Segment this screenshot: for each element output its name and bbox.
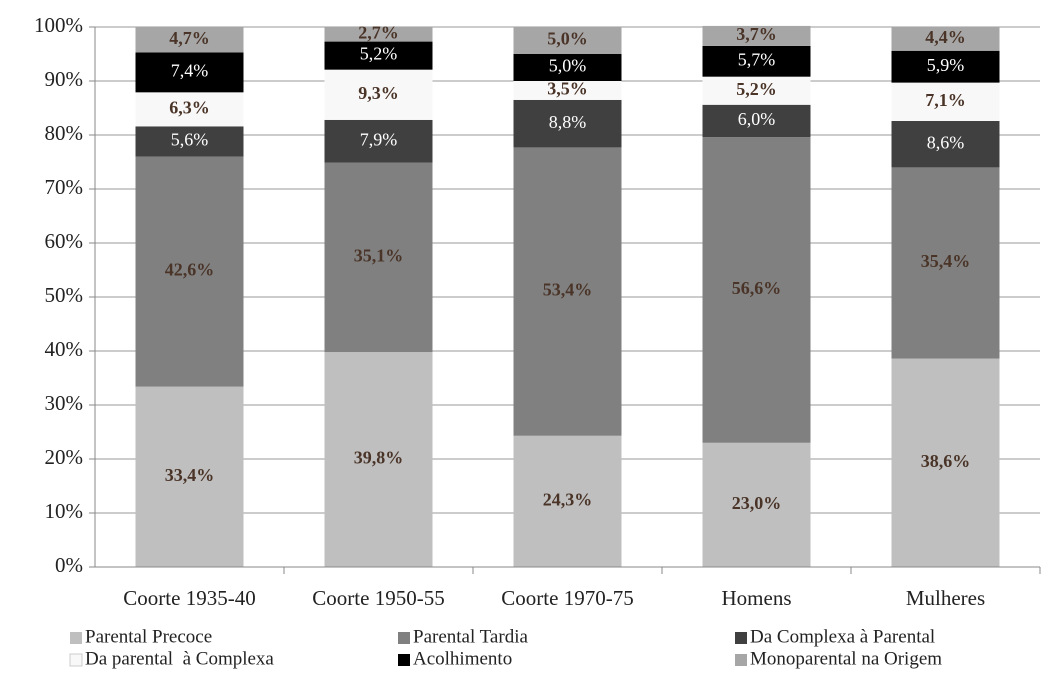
- y-tick-label: 0%: [55, 553, 83, 577]
- data-label: 2,7%: [358, 22, 399, 42]
- legend-swatch: [70, 632, 82, 644]
- legend-swatch: [398, 632, 410, 644]
- data-label: 7,4%: [171, 60, 209, 80]
- bar-segment: [891, 120, 1000, 168]
- data-label: 42,6%: [165, 260, 215, 280]
- y-tick-label: 90%: [45, 67, 84, 91]
- data-label: 35,4%: [921, 251, 971, 271]
- data-label: 9,3%: [358, 83, 399, 103]
- data-label: 56,6%: [732, 278, 782, 298]
- bar-segment: [324, 162, 433, 353]
- bar-segment: [702, 25, 811, 46]
- data-label: 33,4%: [165, 465, 215, 485]
- bar-segment: [135, 156, 244, 387]
- bar-segment: [891, 50, 1000, 83]
- y-tick-label: 40%: [45, 337, 84, 361]
- x-tick-label: Homens: [722, 586, 792, 610]
- data-label: 5,2%: [360, 44, 398, 64]
- data-label: 5,2%: [736, 79, 777, 99]
- legend-swatch: [398, 654, 410, 666]
- bar-segment: [702, 137, 811, 443]
- x-tick-label: Mulheres: [906, 586, 985, 610]
- bar-segment: [702, 104, 811, 138]
- bar-segment: [513, 27, 622, 54]
- bar-segment: [891, 358, 1000, 567]
- legend-label: Acolhimento: [413, 648, 512, 669]
- bar-segment: [513, 435, 622, 567]
- x-tick-label: Coorte 1950-55: [312, 586, 444, 610]
- data-label: 6,3%: [169, 97, 210, 117]
- bar-segment: [135, 92, 244, 127]
- bar-segment: [324, 69, 433, 120]
- y-tick-label: 30%: [45, 391, 84, 415]
- x-tick-label: Coorte 1935-40: [123, 586, 255, 610]
- data-label: 4,7%: [169, 28, 210, 48]
- bar-segment: [324, 41, 433, 70]
- bar-segment: [135, 386, 244, 567]
- data-label: 38,6%: [921, 451, 971, 471]
- data-label: 39,8%: [354, 448, 404, 468]
- legend-label: Parental Precoce: [85, 626, 212, 647]
- data-label: 5,0%: [547, 29, 588, 49]
- y-tick-label: 10%: [45, 499, 84, 523]
- bar-segment: [513, 54, 622, 81]
- bar-segment: [324, 119, 433, 163]
- legend-label: Da parental à Complexa: [85, 648, 274, 669]
- data-label: 35,1%: [354, 245, 404, 265]
- legend-label: Monoparental na Origem: [750, 648, 942, 669]
- bar-segment: [702, 76, 811, 105]
- legend-label: Parental Tardia: [413, 626, 528, 647]
- data-label: 5,0%: [549, 56, 587, 76]
- x-tick-label: Coorte 1970-75: [501, 586, 633, 610]
- data-label: 5,7%: [738, 49, 776, 69]
- legend-swatch: [735, 632, 747, 644]
- data-label: 4,4%: [925, 27, 966, 47]
- bar-segment: [135, 27, 244, 53]
- bar-segment: [324, 27, 433, 42]
- data-label: 5,6%: [171, 130, 209, 150]
- bar-segment: [891, 27, 1000, 51]
- y-tick-label: 50%: [45, 283, 84, 307]
- legend-label: Da Complexa à Parental: [750, 626, 935, 647]
- bar-segment: [513, 99, 622, 148]
- data-label: 3,5%: [547, 79, 588, 99]
- data-label: 8,6%: [927, 132, 965, 152]
- data-label: 5,9%: [927, 55, 965, 75]
- bar-segment: [135, 52, 244, 93]
- legend-swatch: [69, 653, 83, 667]
- data-label: 7,1%: [925, 90, 966, 110]
- data-label: 23,0%: [732, 493, 782, 513]
- y-tick-label: 60%: [45, 229, 84, 253]
- y-tick-label: 80%: [45, 121, 84, 145]
- data-label: 24,3%: [543, 490, 593, 510]
- bar-segment: [324, 352, 433, 567]
- bar-segment: [702, 442, 811, 567]
- bar-segment: [513, 147, 622, 436]
- data-label: 7,9%: [360, 129, 398, 149]
- data-label: 53,4%: [543, 280, 593, 300]
- legend-swatch: [735, 654, 747, 666]
- bar-segment: [891, 82, 1000, 121]
- y-tick-label: 70%: [45, 175, 84, 199]
- data-label: 8,8%: [549, 112, 587, 132]
- data-label: 3,7%: [736, 24, 777, 44]
- y-tick-label: 100%: [34, 13, 83, 37]
- data-label: 6,0%: [738, 109, 776, 129]
- bar-segment: [135, 126, 244, 157]
- bar-segment: [702, 45, 811, 77]
- bar-segment: [513, 81, 622, 100]
- bar-segment: [891, 167, 1000, 359]
- y-tick-label: 20%: [45, 445, 84, 469]
